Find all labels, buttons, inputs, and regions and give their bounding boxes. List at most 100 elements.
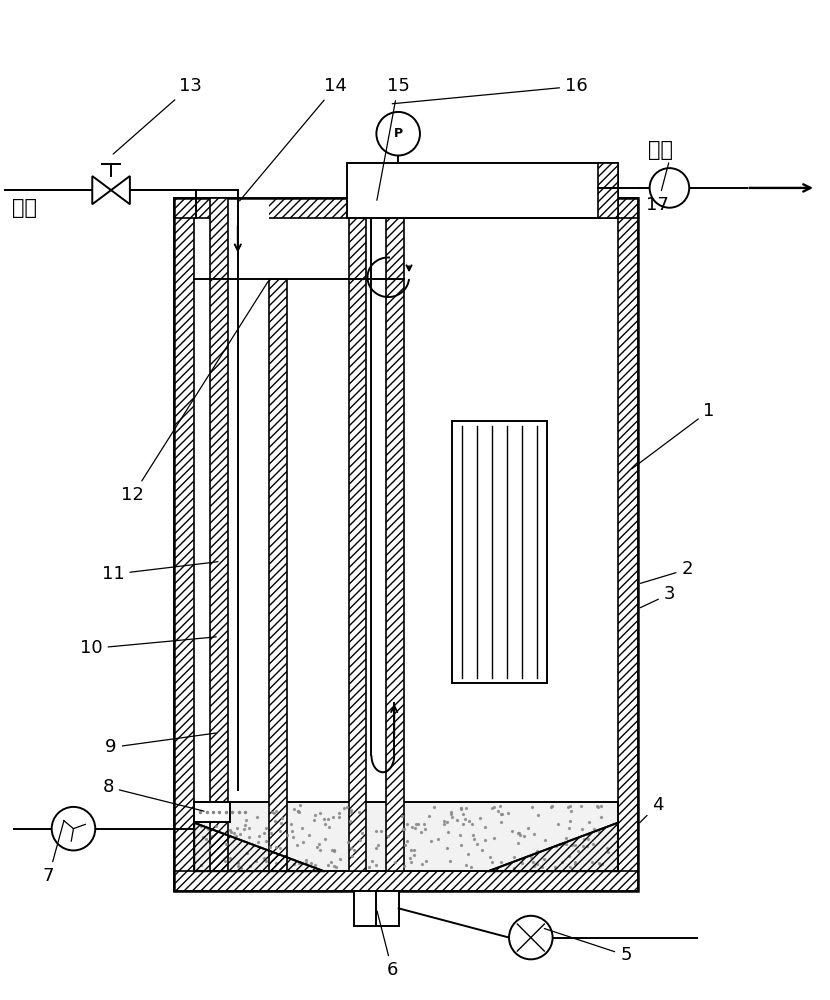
Point	[592, 824, 605, 840]
Point	[454, 827, 467, 843]
Point	[493, 798, 506, 814]
Bar	[194, 218, 618, 871]
Point	[458, 811, 471, 827]
Point	[593, 857, 607, 873]
Point	[538, 832, 551, 848]
Point	[233, 826, 247, 842]
Bar	[618, 198, 637, 891]
Point	[326, 809, 339, 825]
Point	[483, 849, 496, 865]
Point	[199, 831, 212, 847]
Point	[354, 832, 367, 848]
Point	[321, 857, 334, 873]
Point	[327, 842, 340, 858]
Point	[496, 806, 509, 822]
Point	[265, 825, 278, 841]
Point	[574, 798, 588, 814]
Point	[257, 850, 271, 866]
Point	[208, 801, 221, 817]
Point	[455, 801, 468, 817]
Point	[460, 857, 473, 873]
Point	[212, 810, 225, 826]
Point	[507, 849, 520, 865]
Point	[237, 821, 251, 837]
Point	[273, 823, 286, 839]
Point	[212, 810, 225, 826]
Point	[427, 799, 441, 815]
Point	[416, 856, 429, 872]
Point	[455, 837, 468, 853]
Point	[549, 838, 563, 854]
Point	[577, 838, 590, 854]
Point	[325, 854, 338, 870]
Point	[388, 854, 401, 870]
Point	[323, 819, 336, 835]
Point	[287, 856, 300, 872]
Bar	[270, 279, 287, 871]
Point	[235, 860, 248, 876]
Text: 1: 1	[632, 402, 715, 469]
Bar	[174, 198, 637, 891]
Point	[230, 820, 243, 836]
Point	[195, 818, 208, 834]
Point	[591, 799, 604, 815]
Bar	[354, 891, 398, 926]
Point	[241, 845, 254, 861]
Point	[513, 827, 526, 843]
Point	[408, 847, 421, 863]
Bar	[174, 198, 194, 891]
Point	[266, 804, 279, 820]
Point	[397, 821, 410, 837]
Point	[300, 852, 313, 868]
Text: 14: 14	[240, 77, 347, 201]
Point	[295, 820, 309, 836]
Point	[365, 853, 378, 869]
Point	[585, 854, 598, 870]
Point	[275, 815, 288, 831]
Point	[319, 831, 332, 847]
Point	[454, 800, 467, 816]
Bar	[598, 163, 618, 218]
Point	[197, 829, 210, 845]
Point	[348, 842, 361, 858]
Bar	[174, 871, 637, 891]
Point	[478, 832, 491, 848]
Point	[242, 820, 256, 836]
Text: 13: 13	[113, 77, 202, 154]
Point	[251, 834, 264, 850]
Point	[456, 806, 469, 822]
Point	[571, 843, 584, 859]
Point	[553, 836, 566, 852]
Point	[444, 804, 457, 820]
Bar	[194, 802, 618, 871]
Point	[203, 842, 216, 858]
Point	[290, 837, 304, 853]
Point	[317, 811, 330, 827]
Bar	[210, 198, 228, 871]
Point	[505, 823, 519, 839]
Point	[491, 803, 505, 819]
Point	[445, 806, 458, 822]
Text: 11: 11	[102, 562, 218, 583]
Point	[325, 842, 339, 858]
Point	[559, 836, 573, 852]
Point	[313, 842, 326, 858]
Point	[309, 857, 322, 873]
Circle shape	[509, 916, 553, 959]
Point	[293, 804, 306, 820]
Point	[488, 830, 501, 846]
Bar	[347, 163, 618, 218]
Text: 10: 10	[80, 637, 217, 657]
Point	[201, 821, 214, 837]
Point	[527, 858, 540, 874]
Point	[476, 842, 489, 858]
Point	[251, 809, 264, 825]
Point	[229, 828, 242, 844]
Point	[586, 836, 599, 852]
Point	[594, 809, 608, 825]
Text: 4: 4	[640, 796, 663, 823]
Point	[334, 851, 347, 867]
Point	[461, 846, 475, 862]
Bar	[270, 279, 287, 871]
Point	[564, 803, 578, 819]
